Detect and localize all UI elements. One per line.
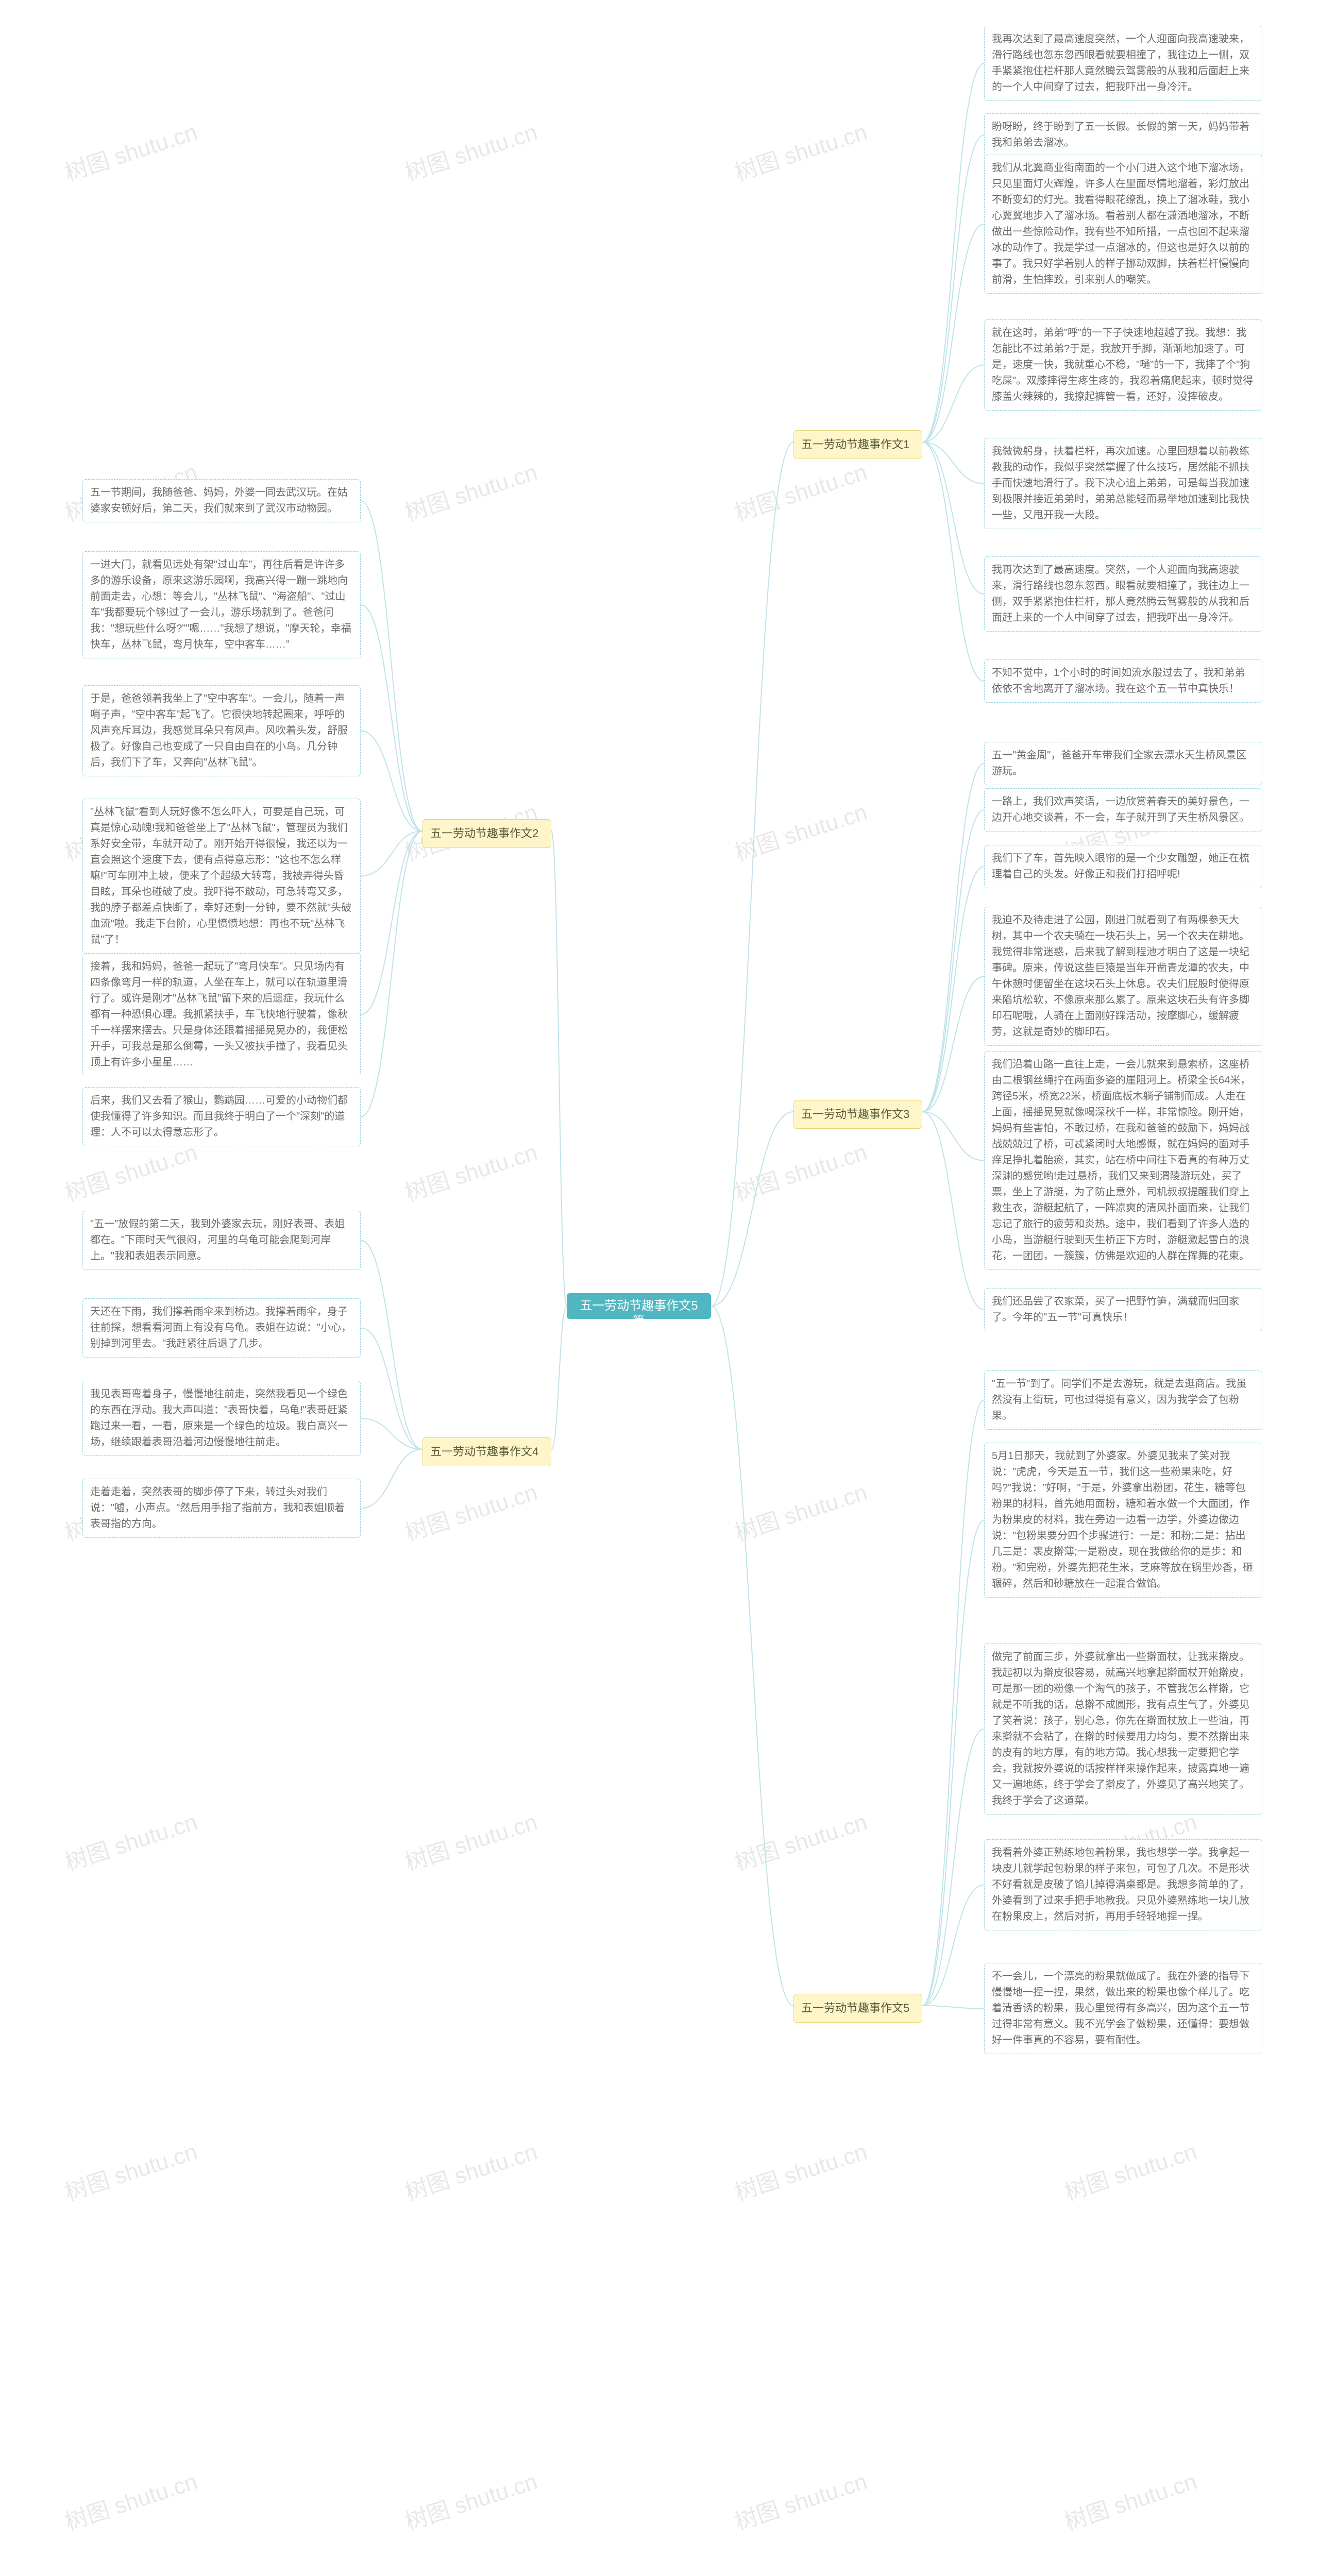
watermark-text: 树图 shutu.cn — [730, 2133, 871, 2207]
watermark-text: 树图 shutu.cn — [730, 1473, 871, 1547]
leaf-text: 五一"黄金周"，爸爸开车带我们全家去漂水天生桥风景区游玩。 — [992, 750, 1246, 777]
branch-b2: 五一劳动节趣事作文2 — [422, 819, 551, 848]
leaf-text: 我看着外婆正熟练地包着粉果，我也想学一学。我拿起一块皮儿就学起包粉果的样子来包，… — [992, 1847, 1249, 1922]
leaf-text: 我再次达到了最高速度。突然，一个人迎面向我高速驶来，滑行路线也忽东忽西。眼看就要… — [992, 564, 1249, 623]
leaf-b2-0: 五一节期间，我随爸爸、妈妈，外婆一同去武汉玩。在姑婆家安顿好后，第二天，我们就来… — [82, 479, 361, 522]
leaf-text: 我微微躬身，扶着栏杆，再次加速。心里回想着以前教练教我的动作，我似乎突然掌握了什… — [992, 446, 1249, 521]
branch-label: 五一劳动节趣事作文3 — [801, 1108, 909, 1121]
leaf-text: 后来，我们又去看了猴山，鹦鹉园……可爱的小动物们都使我懂得了许多知识。而且我终于… — [90, 1095, 348, 1138]
leaf-text: 不知不觉中，1个小时的时间如流水般过去了，我和弟弟依依不舍地离开了溜冰场。我在这… — [992, 667, 1245, 694]
watermark-text: 树图 shutu.cn — [400, 113, 541, 187]
watermark-text: 树图 shutu.cn — [60, 2463, 201, 2536]
branch-label: 五一劳动节趣事作文5 — [801, 2002, 909, 2014]
leaf-text: 于是，爸爸领着我坐上了"空中客车"。一会儿，随着一声哨子声，"空中客车"起飞了。… — [90, 693, 348, 768]
watermark-text: 树图 shutu.cn — [400, 1473, 541, 1547]
watermark-text: 树图 shutu.cn — [730, 113, 871, 187]
leaf-b3-4: 我们沿着山路一直往上走，一会儿就来到悬索桥，这座桥由二根钢丝绳拧在两面多姿的崖阻… — [984, 1051, 1262, 1270]
watermark-text: 树图 shutu.cn — [60, 1803, 201, 1877]
leaf-b1-1: 盼呀盼，终于盼到了五一长假。长假的第一天，妈妈带着我和弟弟去溜冰。 — [984, 113, 1262, 157]
leaf-text: 我再次达到了最高速度突然，一个人迎面向我高速驶来，滑行路线也忽东忽西眼看就要相撞… — [992, 33, 1249, 93]
leaf-b5-2: 做完了前面三步，外婆就拿出一些擀面杖，让我来擀皮。我起初以为擀皮很容易，就高兴地… — [984, 1643, 1262, 1815]
watermark-text: 树图 shutu.cn — [730, 1133, 871, 1207]
branch-b4: 五一劳动节趣事作文4 — [422, 1437, 551, 1466]
watermark-text: 树图 shutu.cn — [730, 453, 871, 527]
branch-b3: 五一劳动节趣事作文3 — [793, 1100, 922, 1129]
leaf-b2-1: 一进大门，就看见远处有架"过山车"，再往后看是许许多多的游乐设备，原来这游乐园啊… — [82, 551, 361, 658]
watermark-text: 树图 shutu.cn — [730, 1803, 871, 1877]
leaf-text: 一进大门，就看见远处有架"过山车"，再往后看是许许多多的游乐设备，原来这游乐园啊… — [90, 559, 351, 650]
leaf-b4-1: 天还在下雨，我们撑着雨伞来到桥边。我撑着雨伞，身子往前探，想看看河面上有没有乌龟… — [82, 1298, 361, 1358]
branch-label: 五一劳动节趣事作文1 — [801, 438, 909, 451]
leaf-b1-3: 就在这时，弟弟"呼"的一下子快速地超越了我。我想：我怎能比不过弟弟?于是，我放开… — [984, 319, 1262, 411]
leaf-text: 我们下了车，首先映入眼帘的是一个少女雕塑，她正在梳理着自己的头发。好像正和我们打… — [992, 853, 1249, 880]
root-label: 五一劳动节趣事作文5篇 — [580, 1299, 698, 1328]
leaf-text: 做完了前面三步，外婆就拿出一些擀面杖，让我来擀皮。我起初以为擀皮很容易，就高兴地… — [992, 1651, 1249, 1806]
branch-label: 五一劳动节趣事作文4 — [430, 1445, 538, 1458]
leaf-b3-5: 我们还品尝了农家菜，买了一把野竹笋，满载而归回家了。今年的"五一节"可真快乐！ — [984, 1288, 1262, 1331]
watermark-text: 树图 shutu.cn — [400, 2133, 541, 2207]
watermark-text: 树图 shutu.cn — [730, 2463, 871, 2536]
leaf-b1-5: 我再次达到了最高速度。突然，一个人迎面向我高速驶来，滑行路线也忽东忽西。眼看就要… — [984, 556, 1262, 632]
leaf-text: 五一节期间，我随爸爸、妈妈，外婆一同去武汉玩。在姑婆家安顿好后，第二天，我们就来… — [90, 487, 348, 514]
watermark-text: 树图 shutu.cn — [730, 793, 871, 867]
leaf-b5-4: 不一会儿，一个漂亮的粉果就做成了。我在外婆的指导下慢慢地一捏一捏，果然，做出来的… — [984, 1963, 1262, 2054]
leaf-b5-3: 我看着外婆正熟练地包着粉果，我也想学一学。我拿起一块皮儿就学起包粉果的样子来包，… — [984, 1839, 1262, 1930]
branch-b1: 五一劳动节趣事作文1 — [793, 430, 922, 459]
leaf-text: 一路上，我们欢声笑语，一边欣赏着春天的美好景色，一边开心地交谈着，不一会，车子就… — [992, 796, 1249, 823]
watermark-text: 树图 shutu.cn — [400, 2463, 541, 2536]
mindmap-root: 五一劳动节趣事作文5篇 — [567, 1293, 711, 1319]
leaf-b1-4: 我微微躬身，扶着栏杆，再次加速。心里回想着以前教练教我的动作，我似乎突然掌握了什… — [984, 438, 1262, 529]
watermark-text: 树图 shutu.cn — [400, 1133, 541, 1207]
branch-label: 五一劳动节趣事作文2 — [430, 827, 538, 840]
leaf-text: "五一节"到了。同学们不是去游玩，就是去逛商店。我虽然没有上街玩，可也过得挺有意… — [992, 1378, 1246, 1421]
leaf-b3-1: 一路上，我们欢声笑语，一边欣赏着春天的美好景色，一边开心地交谈着，不一会，车子就… — [984, 788, 1262, 832]
watermark-text: 树图 shutu.cn — [1060, 2463, 1200, 2536]
leaf-text: 走着走着，突然表哥的脚步停了下来，转过头对我们说："嘘，小声点。"然后用手指了指… — [90, 1486, 345, 1530]
leaf-text: 我见表哥弯着身子，慢慢地往前走，突然我看见一个绿色的东西在浮动。我大声叫道："表… — [90, 1388, 348, 1448]
leaf-text: 我们从北翼商业街南面的一个小门进入这个地下溜冰场，只见里面灯火辉煌，许多人在里面… — [992, 162, 1249, 285]
leaf-b2-4: 接着，我和妈妈，爸爸一起玩了"弯月快车"。只见场内有四条像弯月一样的轨道，人坐在… — [82, 953, 361, 1076]
leaf-b5-0: "五一节"到了。同学们不是去游玩，就是去逛商店。我虽然没有上街玩，可也过得挺有意… — [984, 1370, 1262, 1430]
leaf-text: 接着，我和妈妈，爸爸一起玩了"弯月快车"。只见场内有四条像弯月一样的轨道，人坐在… — [90, 961, 348, 1068]
leaf-text: "五一"放假的第二天，我到外婆家去玩，刚好表哥、表姐都在。"下雨时天气很闷，河里… — [90, 1218, 345, 1262]
watermark-text: 树图 shutu.cn — [400, 453, 541, 527]
leaf-b2-5: 后来，我们又去看了猴山，鹦鹉园……可爱的小动物们都使我懂得了许多知识。而且我终于… — [82, 1087, 361, 1146]
leaf-text: 我们还品尝了农家菜，买了一把野竹笋，满载而归回家了。今年的"五一节"可真快乐！ — [992, 1296, 1239, 1323]
leaf-b3-3: 我迫不及待走进了公园，刚进门就看到了有两棵参天大树，其中一个农夫骑在一块石头上，… — [984, 907, 1262, 1046]
leaf-b1-6: 不知不觉中，1个小时的时间如流水般过去了，我和弟弟依依不舍地离开了溜冰场。我在这… — [984, 659, 1262, 703]
leaf-b5-1: 5月1日那天，我就到了外婆家。外婆见我来了笑对我说："虎虎，今天是五一节，我们这… — [984, 1443, 1262, 1598]
leaf-text: 5月1日那天，我就到了外婆家。外婆见我来了笑对我说："虎虎，今天是五一节，我们这… — [992, 1450, 1253, 1589]
leaf-text: 盼呀盼，终于盼到了五一长假。长假的第一天，妈妈带着我和弟弟去溜冰。 — [992, 121, 1249, 148]
leaf-text: 不一会儿，一个漂亮的粉果就做成了。我在外婆的指导下慢慢地一捏一捏，果然，做出来的… — [992, 1971, 1249, 2046]
leaf-b3-0: 五一"黄金周"，爸爸开车带我们全家去漂水天生桥风景区游玩。 — [984, 742, 1262, 785]
watermark-text: 树图 shutu.cn — [60, 2133, 201, 2207]
leaf-b3-2: 我们下了车，首先映入眼帘的是一个少女雕塑，她正在梳理着自己的头发。好像正和我们打… — [984, 845, 1262, 888]
leaf-b4-0: "五一"放假的第二天，我到外婆家去玩，刚好表哥、表姐都在。"下雨时天气很闷，河里… — [82, 1211, 361, 1270]
leaf-b4-2: 我见表哥弯着身子，慢慢地往前走，突然我看见一个绿色的东西在浮动。我大声叫道："表… — [82, 1381, 361, 1456]
watermark-text: 树图 shutu.cn — [1060, 2133, 1200, 2207]
leaf-b2-3: "丛林飞鼠"看到人玩好像不怎么吓人，可要是自己玩，可真是惊心动魄!我和爸爸坐上了… — [82, 799, 361, 954]
leaf-b1-2: 我们从北翼商业街南面的一个小门进入这个地下溜冰场，只见里面灯火辉煌，许多人在里面… — [984, 155, 1262, 294]
leaf-b1-0: 我再次达到了最高速度突然，一个人迎面向我高速驶来，滑行路线也忽东忽西眼看就要相撞… — [984, 26, 1262, 101]
leaf-text: 天还在下雨，我们撑着雨伞来到桥边。我撑着雨伞，身子往前探，想看看河面上有没有乌龟… — [90, 1306, 351, 1349]
leaf-text: "丛林飞鼠"看到人玩好像不怎么吓人，可要是自己玩，可真是惊心动魄!我和爸爸坐上了… — [90, 806, 351, 945]
leaf-b4-3: 走着走着，突然表哥的脚步停了下来，转过头对我们说："嘘，小声点。"然后用手指了指… — [82, 1479, 361, 1538]
leaf-b2-2: 于是，爸爸领着我坐上了"空中客车"。一会儿，随着一声哨子声，"空中客车"起飞了。… — [82, 685, 361, 776]
watermark-text: 树图 shutu.cn — [60, 113, 201, 187]
watermark-text: 树图 shutu.cn — [400, 1803, 541, 1877]
leaf-text: 我迫不及待走进了公园，刚进门就看到了有两棵参天大树，其中一个农夫骑在一块石头上，… — [992, 914, 1249, 1038]
leaf-text: 我们沿着山路一直往上走，一会儿就来到悬索桥，这座桥由二根钢丝绳拧在两面多姿的崖阻… — [992, 1059, 1250, 1262]
branch-b5: 五一劳动节趣事作文5 — [793, 1994, 922, 2023]
leaf-text: 就在这时，弟弟"呼"的一下子快速地超越了我。我想：我怎能比不过弟弟?于是，我放开… — [992, 327, 1253, 402]
